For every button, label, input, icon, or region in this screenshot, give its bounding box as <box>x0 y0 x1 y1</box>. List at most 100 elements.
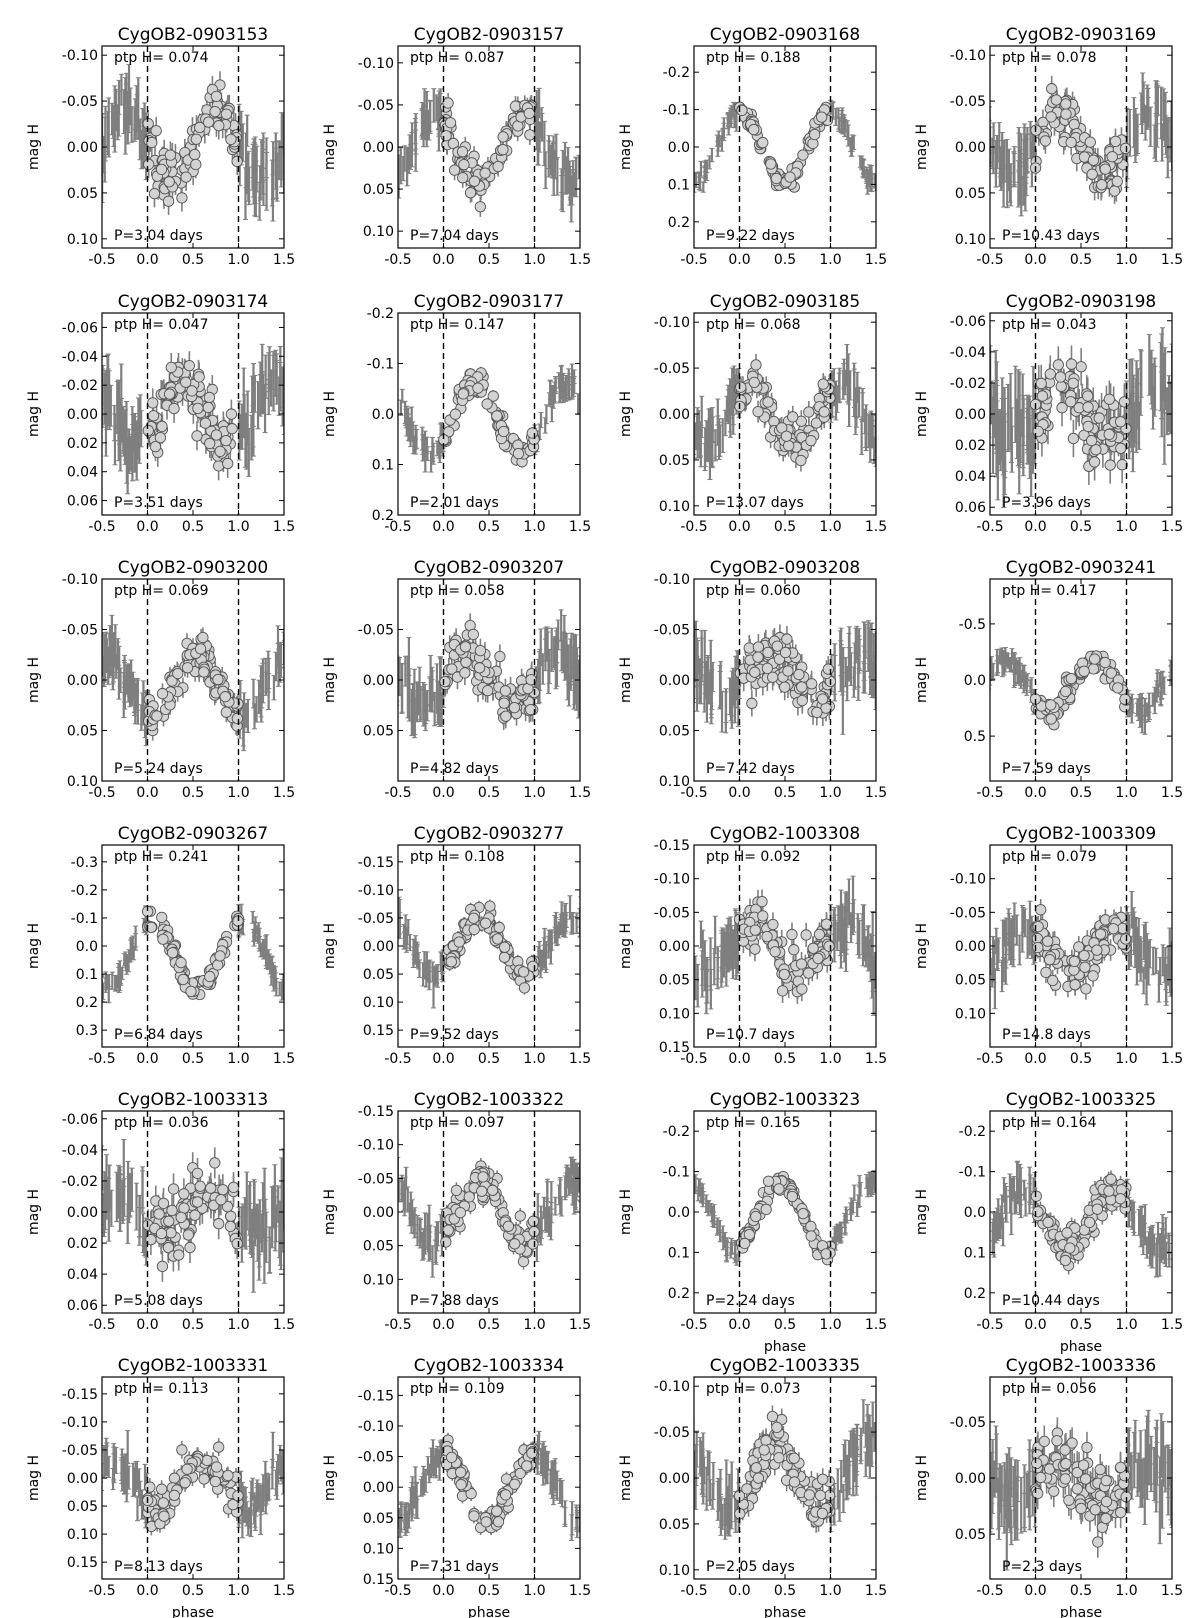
data-point <box>456 146 469 158</box>
data-point <box>1103 393 1116 405</box>
x-tick-label: 1.0 <box>227 519 249 535</box>
data-point <box>181 662 194 674</box>
x-tick-label: 1.5 <box>273 519 295 535</box>
ptp-annotation: ptp H= 0.074 <box>114 50 209 66</box>
y-tick-label: -0.10 <box>62 48 98 64</box>
data-point <box>817 378 829 390</box>
data-point <box>1086 168 1098 180</box>
data-point <box>810 417 823 429</box>
y-tick-label: 0.1 <box>372 458 394 474</box>
x-tick-label: 0.0 <box>432 252 454 268</box>
y-tick-label: 0.00 <box>67 673 98 689</box>
data-point <box>479 167 491 179</box>
data-point <box>509 100 522 112</box>
x-tick-label: 1.5 <box>865 519 887 535</box>
data-point <box>464 187 477 199</box>
data-point <box>1067 432 1080 445</box>
data-points <box>990 327 1172 508</box>
y-tick-label: -0.1 <box>663 103 690 119</box>
y-tick-label: 0.00 <box>659 407 690 423</box>
data-points <box>398 609 580 739</box>
data-point <box>219 691 231 703</box>
data-point <box>512 447 525 460</box>
x-tick-label: 1.5 <box>1161 252 1183 268</box>
y-tick-label: 0.00 <box>67 140 98 156</box>
x-tick-label: 0.5 <box>478 252 500 268</box>
x-tick-label: 0.5 <box>478 519 500 535</box>
data-point <box>190 133 202 145</box>
data-point <box>770 172 783 185</box>
data-point <box>1082 420 1094 433</box>
y-axis-label: mag H <box>914 124 930 170</box>
x-tick-label: 1.0 <box>1115 519 1137 535</box>
y-tick-label: -0.1 <box>367 357 394 373</box>
ptp-annotation: ptp H= 0.047 <box>114 317 209 333</box>
data-point <box>795 454 807 467</box>
y-axis-label: mag H <box>26 657 42 703</box>
data-point <box>155 163 168 176</box>
y-tick-label: -0.06 <box>950 314 986 330</box>
x-tick-label: 0.5 <box>182 785 204 801</box>
data-point <box>231 155 243 168</box>
x-tick-label: 1.0 <box>819 252 841 268</box>
panel-title: CygOB2-0903153 <box>118 25 268 45</box>
x-tick-label: 1.5 <box>1161 519 1183 535</box>
data-point <box>180 171 192 183</box>
x-tick-label: 1.0 <box>819 519 841 535</box>
data-point <box>197 631 209 644</box>
ptp-annotation: ptp H= 0.068 <box>706 317 801 333</box>
data-point <box>1036 390 1049 402</box>
data-point <box>783 440 795 452</box>
data-point <box>468 175 481 187</box>
data-point <box>1065 396 1077 408</box>
period-annotation: P=9.22 days <box>706 228 795 244</box>
y-axis-label: mag H <box>26 124 42 170</box>
x-tick-label: 0.0 <box>136 519 158 535</box>
x-tick-label: 0.5 <box>182 252 204 268</box>
data-point <box>1087 154 1100 166</box>
data-point <box>1044 368 1056 380</box>
data-point <box>225 133 237 145</box>
y-tick-label: -0.10 <box>654 315 690 331</box>
period-annotation: P=7.04 days <box>410 228 499 244</box>
data-point <box>449 408 462 420</box>
data-points <box>398 363 580 473</box>
data-point <box>1065 358 1078 370</box>
data-point <box>186 385 198 397</box>
y-tick-label: -0.2 <box>367 306 394 322</box>
data-point <box>162 195 175 207</box>
data-point <box>142 117 154 130</box>
data-point <box>784 171 796 183</box>
y-tick-label: -0.10 <box>62 572 98 588</box>
panel-title: CygOB2-0903198 <box>1006 292 1156 312</box>
y-tick-label: 0.05 <box>363 182 394 198</box>
x-tick-label: -0.5 <box>384 519 411 535</box>
y-tick-label: -0.05 <box>62 94 98 110</box>
x-tick-label: -0.5 <box>384 252 411 268</box>
y-tick-label: 0.10 <box>363 224 394 240</box>
data-point <box>1119 142 1132 155</box>
y-tick-label: 0.04 <box>67 465 98 481</box>
x-tick-label: 0.0 <box>136 252 158 268</box>
data-point <box>163 176 175 188</box>
x-tick-label: 1.0 <box>1115 252 1137 268</box>
data-point <box>1046 83 1058 95</box>
data-point <box>750 359 762 371</box>
data-point <box>492 160 504 173</box>
data-point <box>1099 163 1111 175</box>
x-tick-label: 1.0 <box>227 785 249 801</box>
x-tick-label: -0.5 <box>976 252 1003 268</box>
data-point <box>147 410 160 422</box>
data-point <box>204 437 216 450</box>
data-point <box>192 402 204 415</box>
data-point <box>220 706 232 718</box>
x-tick-label: 0.5 <box>1070 519 1092 535</box>
data-point <box>1104 459 1116 471</box>
y-axis-label: mag H <box>618 124 634 170</box>
light-curve-panel: -0.5 0.0 0.5 1.0 1.5 -0.10 -0.05 0.00 0.05 0.10 Cy… <box>618 292 887 535</box>
data-point <box>1045 111 1057 123</box>
light-curve-panel: -0.5 0.0 0.5 1.0 1.5 -0.10 -0.05 0.00 0.05 0.10 Cy… <box>914 25 1183 268</box>
panel-title: CygOB2-0903174 <box>118 292 268 312</box>
data-point <box>787 411 799 423</box>
